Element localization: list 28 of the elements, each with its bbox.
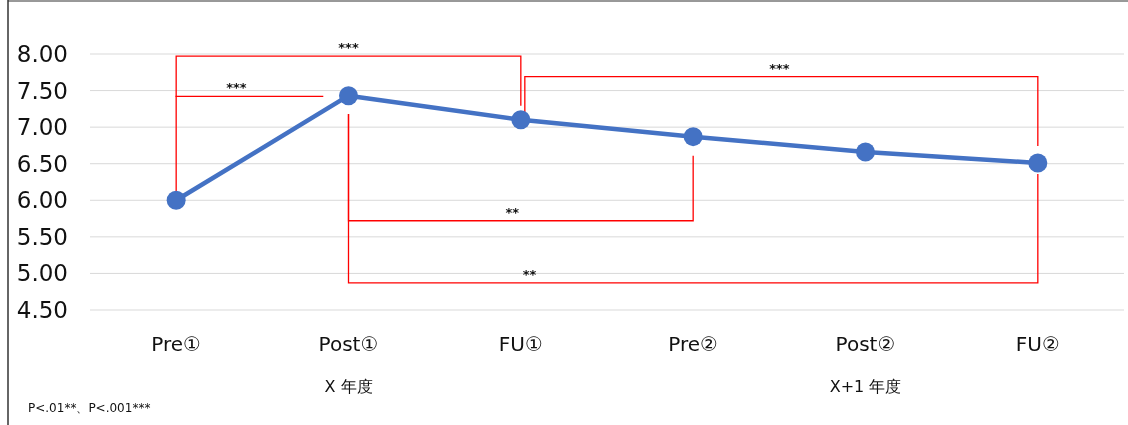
text: P<.01**、P<.001***: [28, 401, 151, 415]
y-tick-label: 7.00: [16, 114, 68, 141]
y-tick-label: 6.00: [16, 187, 68, 214]
y-tick-label: 7.50: [16, 77, 68, 104]
annotation: ***: [769, 60, 790, 76]
y-tick-label: 5.00: [16, 260, 68, 287]
x-tick-label: Pre①: [151, 332, 202, 356]
y-tick-label: 6.50: [16, 150, 68, 177]
point: [856, 142, 875, 162]
annotation: **: [505, 204, 520, 220]
point: [683, 127, 703, 147]
annotation: ***: [338, 40, 359, 56]
x-tick-label: Pre②: [668, 332, 719, 356]
x-tick-label: FU②: [1015, 332, 1060, 356]
text: X+1 年度: [829, 377, 902, 396]
point: [511, 110, 531, 130]
point: [339, 86, 358, 106]
text: X 年度: [324, 377, 373, 396]
x-tick-label: FU①: [498, 332, 543, 356]
y-tick-label: 8.00: [16, 41, 68, 67]
point: [1028, 153, 1048, 173]
y-tick-label: 4.50: [16, 297, 68, 323]
annotation: **: [522, 266, 537, 282]
y-tick-label: 5.50: [16, 223, 68, 250]
annotation: ***: [226, 80, 247, 96]
x-tick-label: Post②: [835, 332, 896, 356]
x-tick-label: Post①: [318, 332, 379, 356]
point: [166, 190, 186, 210]
